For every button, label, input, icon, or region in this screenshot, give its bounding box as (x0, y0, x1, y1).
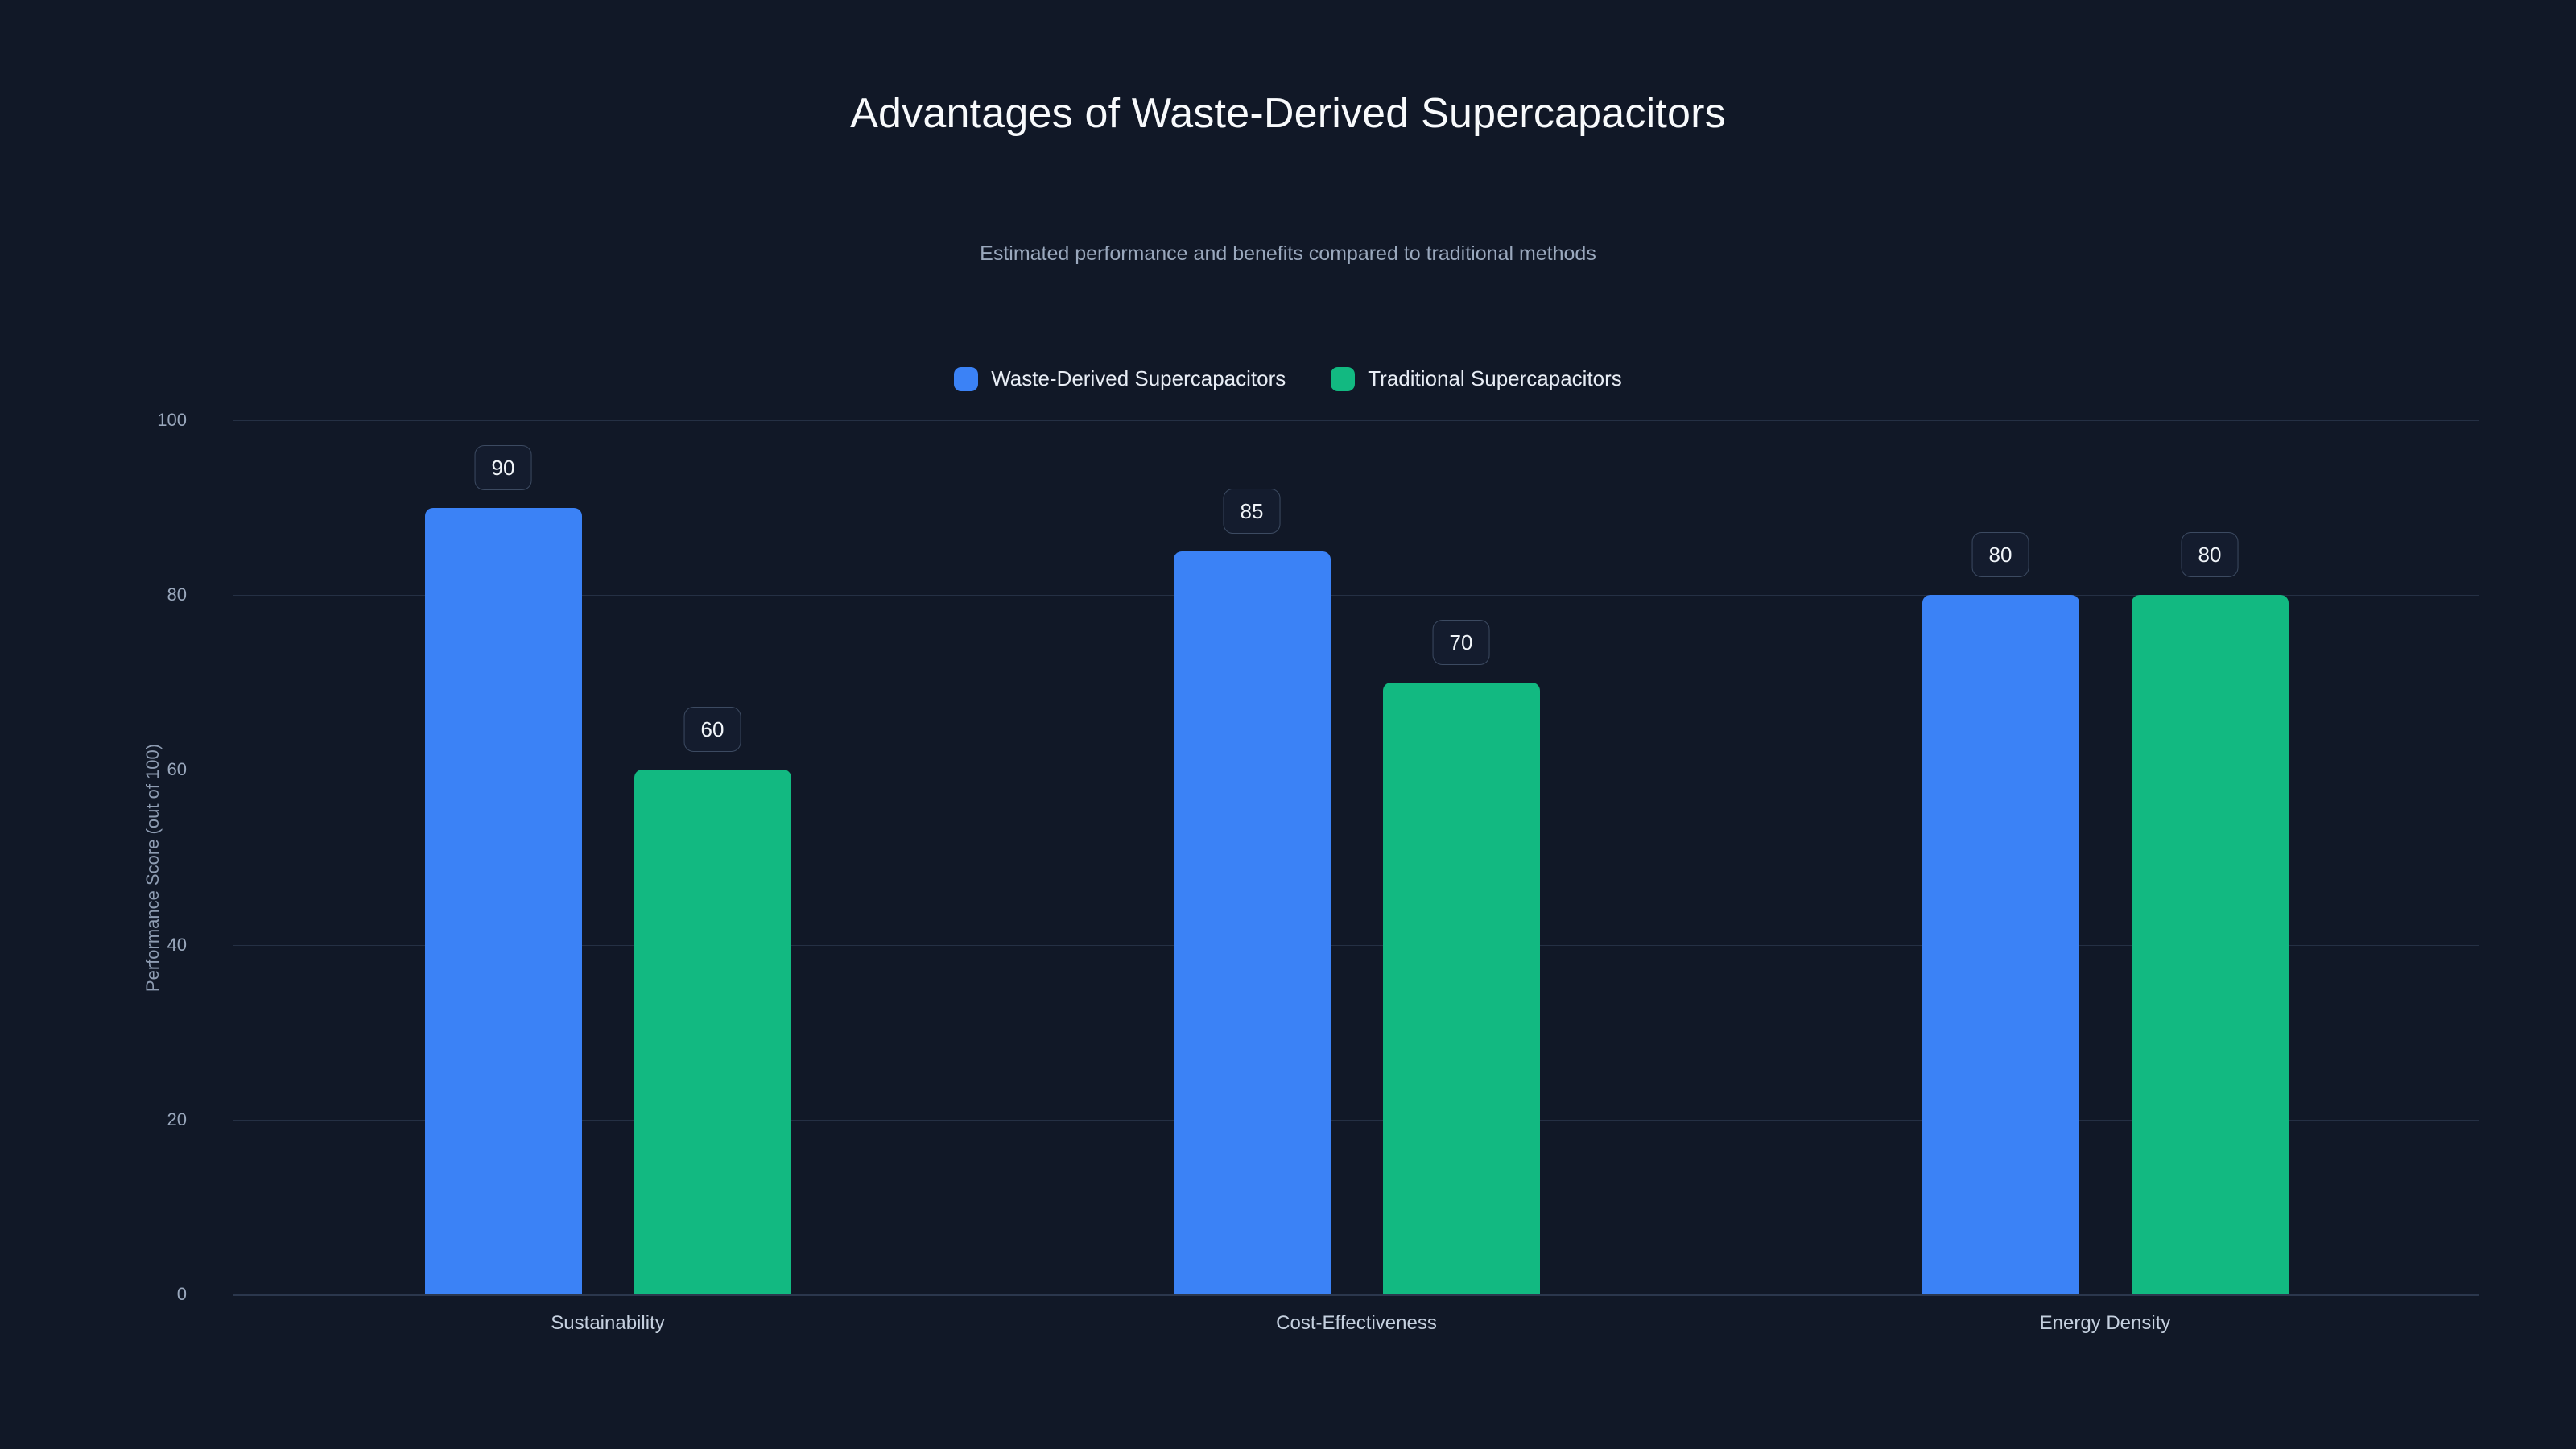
legend-item[interactable]: Waste-Derived Supercapacitors (954, 366, 1286, 391)
bars-layer: 90 60 85 70 80 80 (233, 420, 2479, 1294)
bar[interactable] (424, 507, 582, 1294)
y-axis-tick-labels: 100 80 60 40 20 0 (0, 410, 209, 1304)
y-axis-tick: 0 (176, 1284, 187, 1304)
legend-item[interactable]: Traditional Supercapacitors (1331, 366, 1622, 391)
chart-legend: Waste-Derived Supercapacitors Traditional… (0, 366, 2576, 391)
legend-label: Waste-Derived Supercapacitors (991, 366, 1286, 390)
chart-subtitle: Estimated performance and benefits compa… (980, 242, 1596, 265)
bar[interactable] (1382, 682, 1540, 1294)
bar[interactable] (634, 770, 791, 1294)
y-axis-tick: 100 (157, 410, 187, 430)
y-axis-tick: 60 (167, 759, 187, 780)
x-axis-tick-labels: Sustainability Cost-Effectiveness Energy D… (233, 1312, 2479, 1360)
bar-value-label: 60 (683, 707, 741, 753)
gridline (233, 944, 2479, 946)
y-axis-title: Performance Score (out of 100) (142, 743, 163, 993)
legend-swatch-icon (1331, 366, 1356, 391)
bar[interactable] (1173, 551, 1331, 1294)
x-axis-tick: Cost-Effectiveness (1276, 1312, 1437, 1334)
bar[interactable] (2131, 595, 2289, 1294)
gridline (233, 1119, 2479, 1121)
bar-value-label: 70 (1432, 619, 1490, 665)
legend-swatch-icon (954, 366, 979, 391)
bar-value-label: 80 (2181, 532, 2239, 578)
y-axis-tick: 40 (167, 934, 187, 955)
y-axis-tick: 80 (167, 584, 187, 605)
legend-label: Traditional Supercapacitors (1368, 366, 1622, 390)
y-axis-tick: 20 (167, 1108, 187, 1129)
gridline (233, 595, 2479, 597)
axis-baseline (233, 1294, 2479, 1296)
x-axis-tick: Energy Density (2039, 1312, 2171, 1334)
chart-title: Advantages of Waste-Derived Supercapacit… (850, 90, 1726, 137)
plot-grid (233, 420, 2479, 1296)
bar-value-label: 90 (474, 444, 532, 490)
gridline (233, 420, 2479, 421)
bar-value-label: 80 (1971, 532, 2029, 578)
bar[interactable] (1922, 595, 2079, 1294)
x-axis-tick: Sustainability (551, 1312, 665, 1334)
bar-value-label: 85 (1223, 488, 1281, 534)
